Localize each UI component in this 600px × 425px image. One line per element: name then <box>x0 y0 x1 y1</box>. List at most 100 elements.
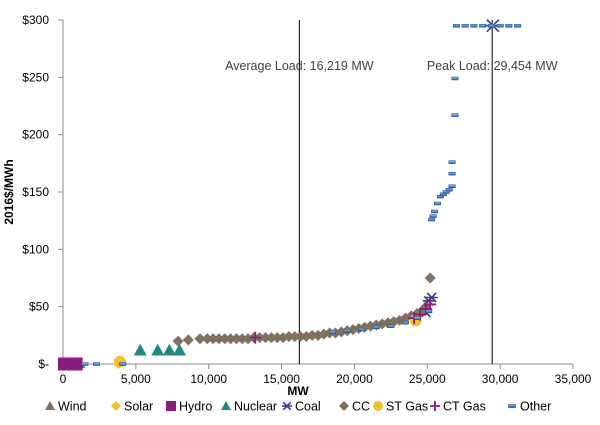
legend-item-st-gas: ST Gas <box>373 400 428 414</box>
legend-marker <box>508 404 516 408</box>
series-hydro <box>57 357 83 371</box>
legend-marker <box>166 401 176 411</box>
data-point <box>265 332 277 344</box>
x-tick-label: 25,000 <box>409 372 446 386</box>
data-point <box>343 329 351 333</box>
data-point <box>207 333 219 345</box>
x-tick-label: 5,000 <box>121 372 151 386</box>
data-point <box>329 330 337 334</box>
data-point <box>172 335 184 347</box>
annotation-label: Peak Load: 29,454 MW <box>427 59 558 73</box>
series-cc <box>172 272 436 347</box>
data-point <box>93 362 101 366</box>
data-point <box>429 214 437 218</box>
data-point <box>173 343 187 356</box>
data-point <box>236 333 248 345</box>
data-point <box>219 333 231 345</box>
legend-marker <box>282 401 292 411</box>
legend-item-solar: Solar <box>111 400 153 414</box>
y-tick-label: $250 <box>22 70 49 84</box>
data-point <box>213 333 225 345</box>
data-point <box>182 334 194 346</box>
data-point <box>249 331 262 344</box>
data-point <box>260 332 272 344</box>
legend-marker <box>430 401 440 411</box>
annotation-label: Average Load: 16,219 MW <box>225 59 374 73</box>
data-point <box>425 292 438 303</box>
legend-label: ST Gas <box>386 400 428 414</box>
data-point <box>372 325 380 330</box>
chart-ticks: 0 5,000 10,000 15,000 20,000 25,000 30,000 35,0… <box>22 13 591 386</box>
legend-label: Coal <box>295 400 321 414</box>
data-point <box>289 330 301 342</box>
legend-item-other: Other <box>508 400 551 414</box>
legend-label: CT Gas <box>443 400 486 414</box>
chart-annotations: Average Load: 16,219 MW Peak Load: 29,454… <box>225 20 558 364</box>
data-point <box>496 23 504 28</box>
data-point <box>113 355 126 368</box>
x-tick-label: 10,000 <box>190 372 227 386</box>
legend-item-cc: CC <box>339 400 370 414</box>
data-point <box>225 333 237 345</box>
y-tick-label: $200 <box>22 128 49 142</box>
y-tick-label: $- <box>38 357 49 371</box>
data-point <box>448 171 456 176</box>
data-point <box>201 333 213 345</box>
legend-marker <box>111 401 121 411</box>
data-point <box>451 76 459 81</box>
legend-marker <box>45 401 55 410</box>
data-point <box>448 184 456 189</box>
y-axis-title: 2016$/MWh <box>2 159 16 224</box>
legend-marker <box>373 401 383 411</box>
legend-item-ct-gas: CT Gas <box>430 400 486 414</box>
data-point <box>428 217 436 222</box>
data-point <box>451 113 459 117</box>
series-other <box>81 23 522 366</box>
data-point <box>162 343 176 356</box>
x-tick-label: 15,000 <box>263 372 300 386</box>
legend-label: Other <box>520 400 551 414</box>
data-point <box>424 298 437 311</box>
series-nuclear <box>133 343 187 356</box>
legend-label: Nuclear <box>234 400 277 414</box>
data-point <box>445 187 453 192</box>
legend-label: Solar <box>124 400 153 414</box>
x-tick-label: 0 <box>60 372 67 386</box>
y-tick-label: $100 <box>22 242 49 256</box>
data-point <box>69 357 83 371</box>
x-tick-label: 30,000 <box>482 372 519 386</box>
chart-legend: Wind Solar Hydro Nuclear Coal CC ST Gas CT Gas O… <box>45 400 551 414</box>
data-point <box>425 309 433 313</box>
data-point <box>81 362 89 366</box>
legend-item-nuclear: Nuclear <box>221 400 277 414</box>
data-point <box>433 201 441 206</box>
data-point <box>487 23 495 28</box>
legend-marker <box>221 401 231 410</box>
chart-marks <box>57 19 522 371</box>
legend-item-hydro: Hydro <box>166 400 212 414</box>
data-point <box>401 320 409 325</box>
data-point <box>479 23 487 28</box>
legend-label: Hydro <box>179 400 212 414</box>
y-tick-label: $300 <box>22 13 49 27</box>
data-point <box>470 23 478 28</box>
data-point <box>387 324 395 328</box>
legend-item-wind: Wind <box>45 400 87 414</box>
data-point <box>452 23 460 28</box>
data-point <box>448 160 456 164</box>
y-tick-label: $50 <box>29 300 49 314</box>
data-point <box>271 332 283 344</box>
legend-marker <box>339 401 349 411</box>
legend-label: Wind <box>58 400 87 414</box>
data-point <box>151 343 165 356</box>
y-tick-label: $150 <box>22 185 49 199</box>
data-point <box>283 330 295 342</box>
data-point <box>133 343 147 356</box>
data-point <box>306 329 318 341</box>
data-point <box>424 272 436 284</box>
data-point <box>413 316 421 320</box>
data-point <box>358 327 366 332</box>
legend-item-coal: Coal <box>282 400 321 414</box>
data-point <box>514 23 522 28</box>
